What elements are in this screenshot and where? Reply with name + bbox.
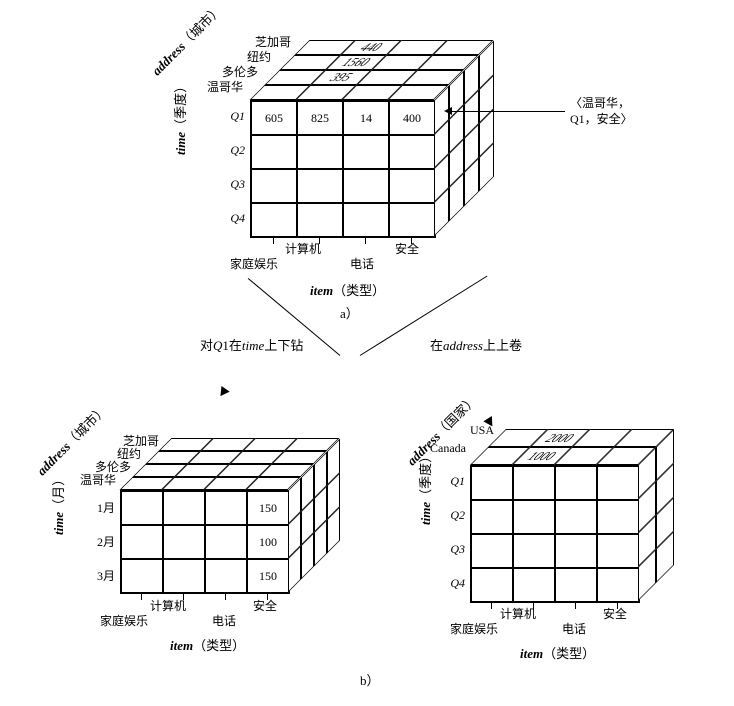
cell	[389, 203, 435, 237]
cube-c-front	[470, 465, 640, 603]
tick	[273, 238, 274, 244]
cell	[297, 169, 343, 203]
address-axis-c: address（国家）	[402, 390, 481, 469]
cell	[343, 135, 389, 169]
tick	[411, 238, 412, 244]
depth-label: USA	[470, 423, 494, 438]
depth-label: 温哥华	[80, 471, 116, 488]
cube-c: 2000 1000 address（国家） time（季度） item（类型） …	[470, 465, 640, 603]
tick	[617, 603, 618, 609]
callout-arrowhead	[444, 107, 452, 115]
item-tick: 安全	[603, 605, 627, 622]
item-tick: 家庭娱乐	[450, 620, 498, 637]
item-tick: 计算机	[500, 605, 536, 622]
cube-a: 440 1560 395	[250, 100, 436, 238]
cube-a-front: 605 825 14 400	[250, 100, 436, 238]
time-tick: Q1	[220, 109, 245, 124]
axis-sub: （类型）	[333, 283, 385, 298]
axis-name: time	[173, 132, 188, 155]
time-tick: Q2	[220, 143, 245, 158]
callout-arrow	[450, 111, 565, 112]
cell: 605	[251, 101, 297, 135]
tick	[225, 594, 226, 600]
cell	[251, 169, 297, 203]
value: 150	[259, 569, 277, 584]
time-tick: Q1	[440, 474, 465, 489]
arrow-left-head	[216, 386, 229, 399]
op-drill-down: 对Q1在time上下钻	[200, 335, 303, 354]
value: 2000	[541, 431, 580, 446]
callout-text: 〈温哥华， Q1，安全〉	[570, 96, 633, 127]
time-tick: 1月	[85, 499, 115, 516]
item-axis-b: item（类型）	[170, 635, 245, 654]
time-tick: Q3	[440, 542, 465, 557]
value: 440	[355, 40, 388, 55]
time-tick: 2月	[85, 533, 115, 550]
time-tick: Q3	[220, 177, 245, 192]
value: 100	[259, 535, 277, 550]
op-roll-up: 在address上上卷	[430, 335, 522, 354]
value: 400	[403, 111, 421, 126]
tick	[183, 594, 184, 600]
cell: 825	[297, 101, 343, 135]
axis-sub: （季度）	[173, 80, 188, 132]
caption-b: b）	[360, 670, 380, 689]
time-axis-b: time（月）	[48, 473, 67, 535]
time-tick: 3月	[85, 567, 115, 584]
item-tick: 家庭娱乐	[100, 612, 148, 629]
cube-b-front: 150 100 150	[120, 490, 290, 594]
cell	[251, 135, 297, 169]
value: 150	[259, 501, 277, 516]
time-tick: Q4	[220, 211, 245, 226]
cell	[343, 169, 389, 203]
value: 1560	[337, 55, 376, 70]
time-axis-a: time（季度）	[170, 80, 189, 155]
value: 1000	[523, 449, 562, 464]
cell	[343, 203, 389, 237]
cell	[251, 203, 297, 237]
cell	[297, 203, 343, 237]
item-axis-a: item（类型）	[310, 280, 385, 299]
cell	[389, 135, 435, 169]
item-tick: 家庭娱乐	[230, 255, 278, 272]
item-axis-c: item（类型）	[520, 643, 595, 662]
cell: 14	[343, 101, 389, 135]
item-tick: 计算机	[150, 597, 186, 614]
time-tick: Q4	[440, 576, 465, 591]
tick	[141, 594, 142, 600]
tick	[533, 603, 534, 609]
item-tick: 电话	[562, 620, 586, 637]
caption-a: a）	[340, 303, 359, 322]
diagram-area: 440 1560 395	[10, 10, 724, 696]
item-tick: 电话	[350, 255, 374, 272]
depth-label: 温哥华	[207, 78, 243, 95]
cell	[297, 135, 343, 169]
tick	[491, 603, 492, 609]
value: 825	[311, 111, 329, 126]
tick	[319, 238, 320, 244]
item-tick: 电话	[212, 612, 236, 629]
time-axis-c: time（季度）	[415, 450, 434, 525]
tick	[575, 603, 576, 609]
axis-name: item	[310, 283, 333, 298]
item-tick: 安全	[253, 597, 277, 614]
cell: 400	[389, 101, 435, 135]
cell	[389, 169, 435, 203]
value: 395	[325, 70, 358, 85]
item-tick: 安全	[395, 240, 419, 257]
tick	[267, 594, 268, 600]
time-tick: Q2	[440, 508, 465, 523]
address-axis-a: address（城市）	[147, 0, 226, 79]
depth-label: Canada	[430, 441, 466, 456]
tick	[365, 238, 366, 244]
item-tick: 计算机	[285, 240, 321, 257]
axis-sub: （城市）	[178, 2, 225, 49]
cube-b: 150 100 150 address（城市） time（月） item（类型）…	[120, 490, 290, 594]
value: 14	[360, 111, 372, 126]
value: 605	[265, 111, 283, 126]
